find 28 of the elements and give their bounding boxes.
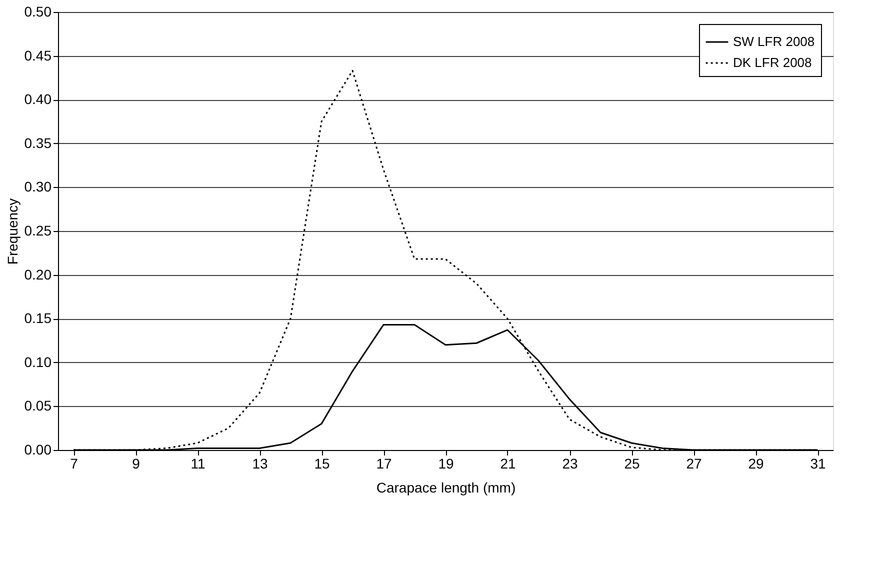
x-tick-label: 23 bbox=[562, 456, 578, 472]
y-tick-label: 0.25 bbox=[24, 222, 52, 238]
x-tick-label: 29 bbox=[748, 456, 764, 472]
y-tick-label: 0.50 bbox=[24, 4, 52, 20]
x-tick-label: 27 bbox=[686, 456, 702, 472]
x-tick-label: 9 bbox=[132, 456, 140, 472]
x-tick-label: 11 bbox=[190, 456, 206, 472]
legend-label: DK LFR 2008 bbox=[733, 55, 812, 70]
y-tick-label: 0.20 bbox=[24, 266, 52, 282]
x-axis-title: Carapace length (mm) bbox=[376, 480, 516, 496]
x-tick-label: 25 bbox=[624, 456, 640, 472]
y-tick-label: 0.35 bbox=[24, 134, 52, 151]
x-tick-label: 13 bbox=[252, 456, 268, 472]
x-tick-label: 19 bbox=[438, 456, 454, 472]
x-tick-label: 7 bbox=[70, 456, 78, 472]
legend-label: SW LFR 2008 bbox=[733, 34, 815, 49]
x-tick-label: 21 bbox=[500, 456, 516, 472]
x-tick-label: 31 bbox=[810, 456, 826, 472]
y-tick-label: 0.30 bbox=[24, 178, 52, 195]
y-tick-label: 0.40 bbox=[24, 91, 52, 108]
y-tick-label: 0.10 bbox=[24, 354, 52, 370]
y-tick-label: 0.05 bbox=[24, 398, 52, 414]
y-tick-label: 0.00 bbox=[24, 442, 52, 458]
x-tick-label: 17 bbox=[376, 456, 392, 472]
y-axis-title: Frequency bbox=[4, 198, 20, 265]
x-tick-label: 15 bbox=[314, 456, 330, 472]
y-tick-label: 0.15 bbox=[24, 310, 52, 326]
y-tick-label: 0.45 bbox=[24, 47, 52, 64]
